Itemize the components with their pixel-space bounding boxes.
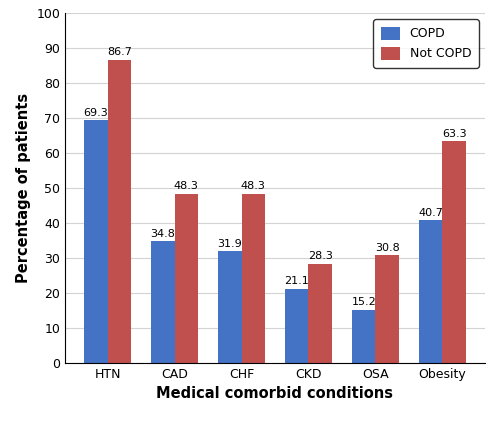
Bar bbox=[242, 194, 265, 363]
X-axis label: Medical comorbid conditions: Medical comorbid conditions bbox=[156, 386, 394, 401]
Bar bbox=[174, 194, 198, 363]
Text: 40.7: 40.7 bbox=[418, 208, 443, 218]
Text: 30.8: 30.8 bbox=[375, 243, 400, 253]
Bar bbox=[308, 264, 332, 363]
Bar bbox=[442, 142, 466, 363]
Bar bbox=[84, 121, 108, 363]
Legend: COPD, Not COPD: COPD, Not COPD bbox=[374, 19, 479, 68]
Text: 15.2: 15.2 bbox=[352, 297, 376, 307]
Text: 86.7: 86.7 bbox=[107, 47, 132, 57]
Text: 28.3: 28.3 bbox=[308, 251, 332, 261]
Text: 31.9: 31.9 bbox=[218, 239, 242, 249]
Bar bbox=[151, 241, 174, 363]
Text: 21.1: 21.1 bbox=[284, 277, 309, 287]
Text: 48.3: 48.3 bbox=[174, 181, 199, 191]
Text: 69.3: 69.3 bbox=[84, 108, 108, 118]
Bar bbox=[419, 220, 442, 363]
Text: 34.8: 34.8 bbox=[150, 229, 175, 239]
Bar bbox=[218, 251, 242, 363]
Text: 48.3: 48.3 bbox=[241, 181, 266, 191]
Bar bbox=[352, 309, 376, 363]
Bar bbox=[376, 255, 399, 363]
Text: 63.3: 63.3 bbox=[442, 129, 466, 139]
Bar bbox=[108, 59, 131, 363]
Y-axis label: Percentage of patients: Percentage of patients bbox=[16, 93, 30, 283]
Bar bbox=[285, 289, 308, 363]
